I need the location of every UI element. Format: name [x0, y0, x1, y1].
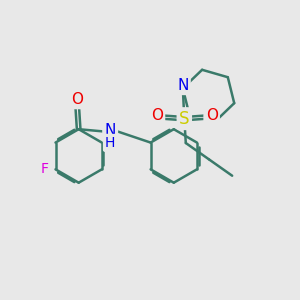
Text: O: O — [71, 92, 83, 107]
Text: O: O — [206, 108, 218, 123]
Text: O: O — [151, 108, 163, 123]
Text: H: H — [105, 136, 116, 150]
Text: N: N — [104, 124, 116, 139]
Text: N: N — [177, 78, 188, 93]
Text: S: S — [179, 110, 190, 128]
Text: F: F — [41, 162, 49, 176]
